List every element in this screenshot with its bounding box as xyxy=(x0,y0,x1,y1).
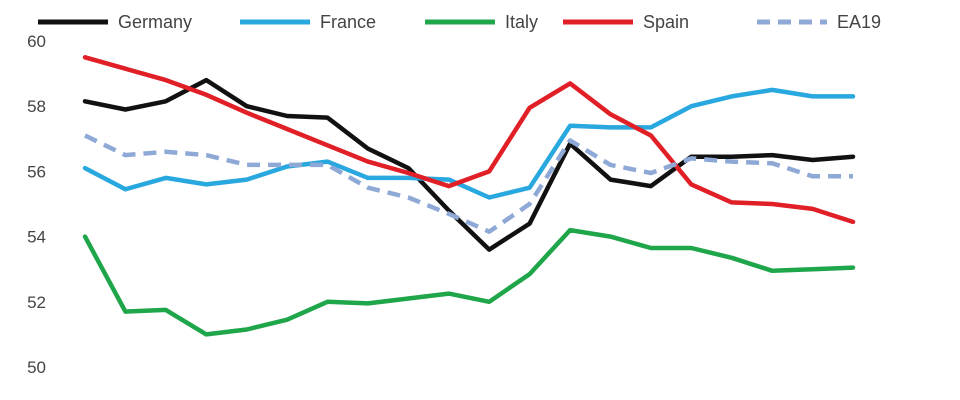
plot-area xyxy=(82,55,856,337)
y-tick-label: 56 xyxy=(27,162,46,181)
series-line-france xyxy=(82,87,856,200)
legend-label: EA19 xyxy=(837,12,881,32)
legend-item-germany: Germany xyxy=(38,12,192,32)
legend-item-italy: Italy xyxy=(425,12,538,32)
legend-label: Spain xyxy=(643,12,689,32)
series-line-italy xyxy=(82,227,856,337)
legend-label: France xyxy=(320,12,376,32)
series-line-ea19 xyxy=(84,133,853,234)
legend-label: Germany xyxy=(118,12,192,32)
series-line-germany xyxy=(82,77,856,252)
y-tick-label: 60 xyxy=(27,32,46,51)
legend: Germany France Italy Spain EA19 xyxy=(38,12,881,32)
legend-item-france: France xyxy=(240,12,376,32)
legend-item-spain: Spain xyxy=(563,12,689,32)
legend-label: Italy xyxy=(505,12,538,32)
y-axis: 50 52 54 56 58 60 xyxy=(27,32,46,377)
series-line-spain xyxy=(82,55,856,225)
y-tick-label: 54 xyxy=(27,228,46,247)
y-tick-label: 58 xyxy=(27,97,46,116)
y-tick-label: 52 xyxy=(27,293,46,312)
y-tick-label: 50 xyxy=(27,358,46,377)
legend-item-ea19: EA19 xyxy=(757,12,881,32)
